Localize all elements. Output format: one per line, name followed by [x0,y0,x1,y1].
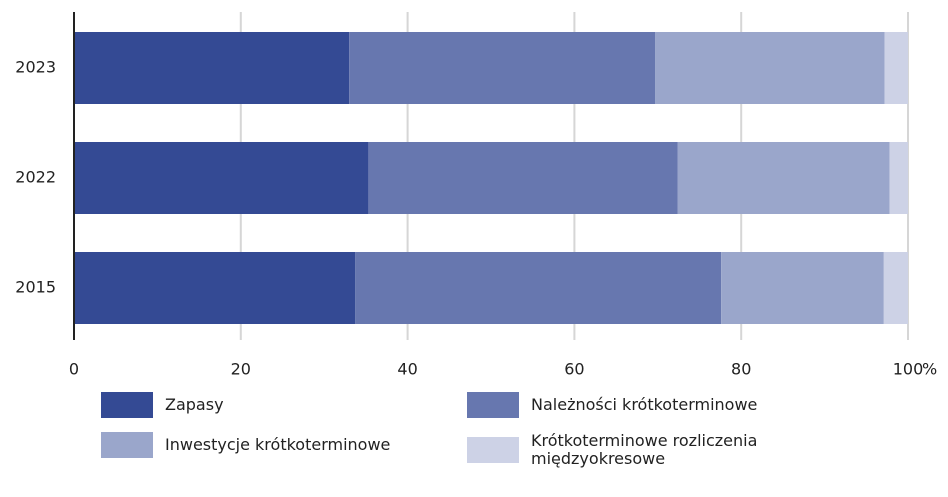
bar-segment [74,252,356,324]
bar-segment [721,252,884,324]
x-tick-label: 60 [564,360,584,379]
legend: Zapasy Należności krótkoterminowe Inwestyc… [0,388,948,497]
bar-segment [368,142,678,214]
legend-label: Należności krótkoterminowe [531,395,758,414]
legend-label: Inwestycje krótkoterminowe [165,435,391,454]
bar-segment [355,252,722,324]
x-tick-label: 40 [397,360,417,379]
legend-item: Krótkoterminowe rozliczenia międzyokreso… [467,432,831,468]
bar-segment [884,32,908,104]
bar-segment [349,32,656,104]
legend-swatch [101,392,153,418]
x-tick-label: 0 [69,360,79,379]
legend-swatch [467,437,519,463]
bar-segment [677,142,890,214]
y-tick-label: 2015 [15,278,56,297]
legend-swatch [467,392,519,418]
x-tick-label: 20 [231,360,251,379]
legend-swatch [101,432,153,458]
bar-segment [74,142,369,214]
legend-label: Zapasy [165,395,224,414]
y-tick-label: 2022 [15,168,56,187]
y-tick-label: 2023 [15,58,56,77]
bar-segment [883,252,908,324]
legend-item: Zapasy [101,392,465,418]
legend-item: Należności krótkoterminowe [467,392,831,418]
bar-segment [889,142,908,214]
x-tick-label: 100 [893,360,924,379]
legend-item: Inwestycje krótkoterminowe [101,432,465,458]
bar-segment [74,32,350,104]
legend-label: Krótkoterminowe rozliczenia międzyokreso… [531,431,758,468]
bar-segment [655,32,885,104]
plot: 0 20 40 60 80 100% 2023 2022 2015 [15,12,937,379]
x-unit: % [922,360,937,379]
x-tick-label: 80 [731,360,751,379]
